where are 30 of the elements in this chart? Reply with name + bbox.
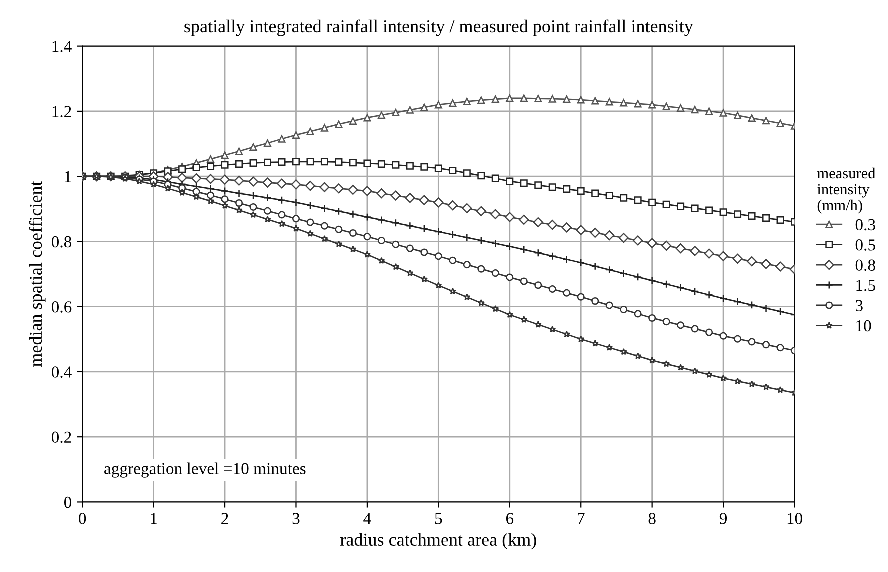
x-tick-label: 7: [578, 513, 585, 524]
x-axis-title: radius catchment area (km): [340, 533, 536, 550]
y-tick-label: 1.4: [52, 41, 72, 52]
y-axis-title: median spatial coefficient: [29, 181, 46, 367]
x-tick-label: 5: [435, 513, 442, 524]
y-tick-label: 0.8: [52, 236, 72, 248]
legend-label: 0.8: [856, 260, 876, 272]
x-tick-label: 9: [720, 513, 728, 524]
y-tick-label: 1.2: [52, 106, 72, 118]
legend-title: measured intensity (mm/h): [818, 168, 876, 214]
legend-label: 1.5: [856, 280, 876, 292]
legend-label: 0.3: [856, 219, 876, 231]
legend-label: 10: [856, 320, 872, 332]
legend-label: 0.5: [856, 240, 876, 251]
x-tick-label: 4: [364, 513, 372, 524]
x-tick-label: 6: [506, 513, 514, 524]
x-tick-label: 3: [292, 513, 300, 524]
y-tick-label: 0.6: [52, 302, 72, 313]
x-tick-label: 8: [648, 513, 656, 524]
y-tick-label: 0: [64, 496, 72, 508]
legend-label: 3: [856, 300, 863, 312]
x-tick-label: 1: [151, 513, 157, 524]
x-tick-label: 0: [79, 513, 86, 524]
x-tick-label: 2: [222, 513, 228, 524]
x-tick-label: 10: [788, 513, 802, 524]
y-tick-label: 1: [65, 171, 72, 182]
y-tick-label: 0.4: [52, 366, 72, 378]
y-tick-label: 0.2: [52, 432, 72, 444]
chart-title: spatially integrated rainfall intensity / measured point rainfall intensity: [184, 20, 694, 36]
annotation: aggregation level =10 minutes: [104, 462, 306, 478]
